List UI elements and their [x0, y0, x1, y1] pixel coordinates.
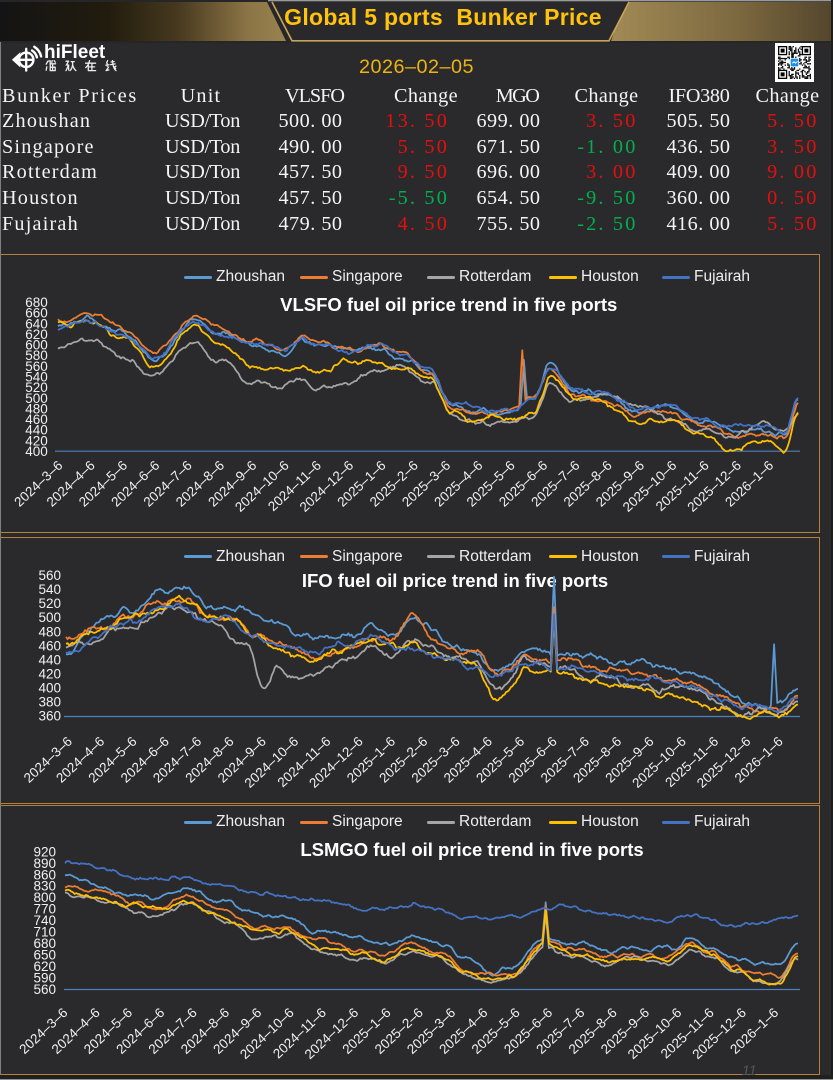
svg-text:710: 710 — [33, 925, 56, 940]
svg-text:740: 740 — [33, 913, 56, 928]
svg-text:580: 580 — [25, 348, 48, 363]
svg-text:360: 360 — [38, 709, 61, 724]
svg-text:830: 830 — [33, 879, 56, 894]
svg-text:660: 660 — [25, 306, 48, 321]
svg-text:890: 890 — [33, 856, 56, 871]
svg-text:520: 520 — [25, 380, 48, 395]
svg-text:560: 560 — [38, 568, 61, 583]
svg-text:540: 540 — [38, 582, 61, 597]
svg-text:480: 480 — [25, 401, 48, 416]
svg-text:680: 680 — [33, 936, 56, 951]
svg-text:620: 620 — [33, 959, 56, 974]
svg-text:460: 460 — [38, 638, 61, 653]
svg-text:800: 800 — [33, 890, 56, 905]
svg-text:600: 600 — [25, 338, 48, 353]
svg-text:420: 420 — [25, 433, 48, 448]
svg-text:520: 520 — [38, 596, 61, 611]
svg-text:620: 620 — [25, 327, 48, 342]
svg-text:400: 400 — [38, 681, 61, 696]
svg-text:480: 480 — [38, 624, 61, 639]
svg-text:400: 400 — [25, 444, 48, 459]
svg-text:500: 500 — [25, 391, 48, 406]
svg-text:440: 440 — [38, 652, 61, 667]
svg-text:590: 590 — [33, 970, 56, 985]
svg-text:440: 440 — [25, 423, 48, 438]
svg-text:860: 860 — [33, 867, 56, 882]
svg-text:560: 560 — [25, 359, 48, 374]
svg-text:920: 920 — [33, 844, 56, 859]
svg-text:640: 640 — [25, 316, 48, 331]
svg-text:420: 420 — [38, 667, 61, 682]
svg-text:560: 560 — [33, 982, 56, 997]
svg-text:680: 680 — [25, 295, 48, 310]
svg-text:650: 650 — [33, 947, 56, 962]
svg-text:770: 770 — [33, 902, 56, 917]
svg-text:500: 500 — [38, 610, 61, 625]
svg-text:460: 460 — [25, 412, 48, 427]
svg-text:380: 380 — [38, 695, 61, 710]
svg-text:540: 540 — [25, 370, 48, 385]
